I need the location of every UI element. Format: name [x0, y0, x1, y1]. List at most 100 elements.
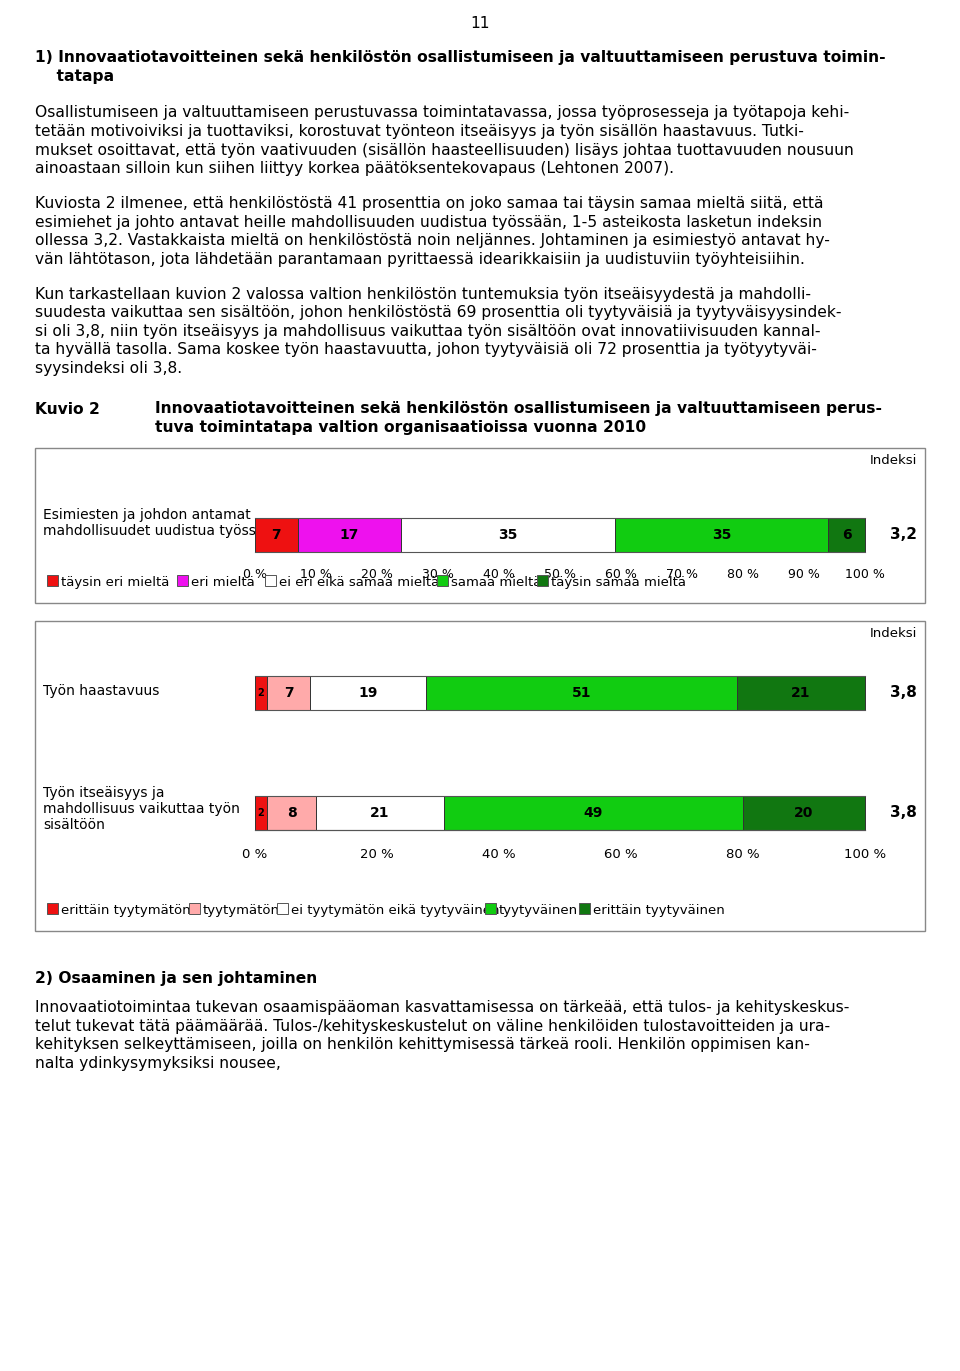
- Text: ollessa 3,2. Vastakkaista mieltä on henkilöstöstä noin neljännes. Johtaminen ja : ollessa 3,2. Vastakkaista mieltä on henk…: [35, 233, 829, 248]
- Text: 30 %: 30 %: [422, 568, 454, 581]
- Bar: [737, 676, 865, 710]
- Text: telut tukevat tätä päämäärää. Tulos-/kehityskeskustelut on väline henkilöiden tu: telut tukevat tätä päämäärää. Tulos-/keh…: [35, 1019, 830, 1034]
- Text: 20: 20: [794, 806, 814, 820]
- Text: vän lähtötason, jota lähdetään parantamaan pyrittaessä idearikkaisiin ja uudistu: vän lähtötason, jota lähdetään parantama…: [35, 252, 804, 266]
- Text: 50 %: 50 %: [544, 568, 576, 581]
- Text: 6: 6: [842, 528, 852, 542]
- Bar: [444, 795, 743, 829]
- Text: Kuviosta 2 ilmenee, että henkilöstöstä 41 prosenttia on joko samaa tai täysin sa: Kuviosta 2 ilmenee, että henkilöstöstä 4…: [35, 196, 824, 211]
- Text: ei eri eikä samaa mieltä: ei eri eikä samaa mieltä: [279, 576, 440, 588]
- Bar: [485, 902, 496, 913]
- Text: tuva toimintatapa valtion organisaatioissa vuonna 2010: tuva toimintatapa valtion organisaatiois…: [155, 420, 646, 435]
- Text: 1) Innovaatiotavoitteinen sekä henkilöstön osallistumiseen ja valtuuttamiseen pe: 1) Innovaatiotavoitteinen sekä henkilöst…: [35, 49, 886, 64]
- Bar: [277, 902, 288, 913]
- Text: tyytymätön: tyytymätön: [203, 903, 280, 917]
- Text: 10 %: 10 %: [300, 568, 332, 581]
- Bar: [35, 621, 925, 931]
- Text: kehityksen selkeyttämiseen, joilla on henkilön kehittymisessä tärkeä rooli. Henk: kehityksen selkeyttämiseen, joilla on he…: [35, 1038, 810, 1053]
- Text: erittäin tyytymätön: erittäin tyytymätön: [61, 903, 191, 917]
- Text: Indeksi: Indeksi: [870, 627, 917, 640]
- Text: Esimiesten ja johdon antamat: Esimiesten ja johdon antamat: [43, 507, 251, 522]
- Bar: [255, 795, 267, 829]
- Text: Osallistumiseen ja valtuuttamiseen perustuvassa toimintatavassa, jossa työproses: Osallistumiseen ja valtuuttamiseen perus…: [35, 106, 850, 121]
- Bar: [743, 795, 865, 829]
- Bar: [267, 676, 310, 710]
- Text: eri mieltä: eri mieltä: [191, 576, 254, 588]
- Text: 2: 2: [257, 688, 264, 698]
- Text: 51: 51: [571, 686, 591, 699]
- Text: 20 %: 20 %: [361, 568, 393, 581]
- Text: sisältöön: sisältöön: [43, 817, 105, 832]
- Text: 40 %: 40 %: [483, 568, 515, 581]
- Text: 3,8: 3,8: [890, 805, 917, 820]
- Bar: [579, 902, 590, 913]
- Text: 3,8: 3,8: [890, 686, 917, 701]
- Text: 0 %: 0 %: [242, 847, 268, 861]
- Text: täysin samaa mieltä: täysin samaa mieltä: [551, 576, 686, 588]
- Text: 8: 8: [287, 806, 297, 820]
- Bar: [267, 795, 316, 829]
- Text: syysindeksi oli 3,8.: syysindeksi oli 3,8.: [35, 361, 182, 376]
- Bar: [177, 574, 188, 585]
- Text: erittäin tyytyväinen: erittäin tyytyväinen: [593, 903, 725, 917]
- Text: esimiehet ja johto antavat heille mahdollisuuden uudistua työssään, 1-5 asteikos: esimiehet ja johto antavat heille mahdol…: [35, 215, 822, 230]
- Bar: [316, 795, 444, 829]
- Text: 49: 49: [584, 806, 603, 820]
- Bar: [615, 518, 828, 551]
- Text: 40 %: 40 %: [482, 847, 516, 861]
- Bar: [437, 574, 448, 585]
- Text: 35: 35: [498, 528, 517, 542]
- Bar: [189, 902, 200, 913]
- Text: täysin eri mieltä: täysin eri mieltä: [61, 576, 169, 588]
- Text: Innovaatiotavoitteinen sekä henkilöstön osallistumiseen ja valtuuttamiseen perus: Innovaatiotavoitteinen sekä henkilöstön …: [155, 402, 882, 417]
- Bar: [47, 902, 58, 913]
- Text: 35: 35: [712, 528, 732, 542]
- Bar: [255, 676, 267, 710]
- Text: mahdollisuus vaikuttaa työn: mahdollisuus vaikuttaa työn: [43, 802, 240, 816]
- Text: 2) Osaaminen ja sen johtaminen: 2) Osaaminen ja sen johtaminen: [35, 971, 317, 986]
- Text: ainoastaan silloin kun siihen liittyy korkea päätöksentekovapaus (Lehtonen 2007): ainoastaan silloin kun siihen liittyy ko…: [35, 160, 674, 175]
- Text: tatapa: tatapa: [35, 69, 114, 84]
- Bar: [47, 574, 58, 585]
- Text: mahdollisuudet uudistua työssä: mahdollisuudet uudistua työssä: [43, 524, 265, 537]
- Bar: [255, 518, 298, 551]
- Bar: [298, 518, 401, 551]
- Text: 60 %: 60 %: [605, 568, 636, 581]
- Bar: [401, 518, 615, 551]
- Text: si oli 3,8, niin työn itseäisyys ja mahdollisuus vaikuttaa työn sisältöön ovat i: si oli 3,8, niin työn itseäisyys ja mahd…: [35, 324, 821, 339]
- Text: Kun tarkastellaan kuvion 2 valossa valtion henkilöstön tuntemuksia työn itseäisy: Kun tarkastellaan kuvion 2 valossa valti…: [35, 287, 811, 302]
- Text: 17: 17: [340, 528, 359, 542]
- Text: Työn itseäisyys ja: Työn itseäisyys ja: [43, 786, 164, 799]
- Text: 3,2: 3,2: [890, 528, 917, 543]
- Text: Kuvio 2: Kuvio 2: [35, 402, 100, 417]
- Text: Indeksi: Indeksi: [870, 454, 917, 466]
- Bar: [265, 574, 276, 585]
- Text: 11: 11: [470, 16, 490, 32]
- Text: tyytyväinen: tyytyväinen: [499, 903, 578, 917]
- Bar: [828, 518, 865, 551]
- Text: 90 %: 90 %: [788, 568, 820, 581]
- Text: mukset osoittavat, että työn vaativuuden (sisällön haasteellisuuden) lisäys joht: mukset osoittavat, että työn vaativuuden…: [35, 143, 853, 158]
- Text: 100 %: 100 %: [845, 568, 885, 581]
- Text: samaa mieltä: samaa mieltä: [451, 576, 541, 588]
- Text: nalta ydinkysymyksiksi nousee,: nalta ydinkysymyksiksi nousee,: [35, 1056, 281, 1071]
- Bar: [537, 574, 548, 585]
- Bar: [310, 676, 426, 710]
- Text: Työn haastavuus: Työn haastavuus: [43, 684, 159, 698]
- Text: 20 %: 20 %: [360, 847, 394, 861]
- Bar: [426, 676, 737, 710]
- Text: 2: 2: [257, 808, 264, 817]
- Text: 21: 21: [791, 686, 810, 699]
- Text: 100 %: 100 %: [844, 847, 886, 861]
- Text: 7: 7: [272, 528, 281, 542]
- Bar: [35, 448, 925, 603]
- Text: suudesta vaikuttaa sen sisältöön, johon henkilöstöstä 69 prosenttia oli tyytyväi: suudesta vaikuttaa sen sisältöön, johon …: [35, 306, 842, 321]
- Text: ei tyytymätön eikä tyytyväinen: ei tyytymätön eikä tyytyväinen: [291, 903, 499, 917]
- Text: 70 %: 70 %: [666, 568, 698, 581]
- Text: tetään motivoiviksi ja tuottaviksi, korostuvat työnteon itseäisyys ja työn sisäl: tetään motivoiviksi ja tuottaviksi, koro…: [35, 123, 804, 138]
- Text: 7: 7: [284, 686, 294, 699]
- Text: ta hyvällä tasolla. Sama koskee työn haastavuutta, johon tyytyväisiä oli 72 pros: ta hyvällä tasolla. Sama koskee työn haa…: [35, 343, 817, 358]
- Text: 21: 21: [371, 806, 390, 820]
- Text: 60 %: 60 %: [604, 847, 637, 861]
- Text: Innovaatiotoimintaa tukevan osaamispääoman kasvattamisessa on tärkeää, että tulo: Innovaatiotoimintaa tukevan osaamispääom…: [35, 1001, 850, 1016]
